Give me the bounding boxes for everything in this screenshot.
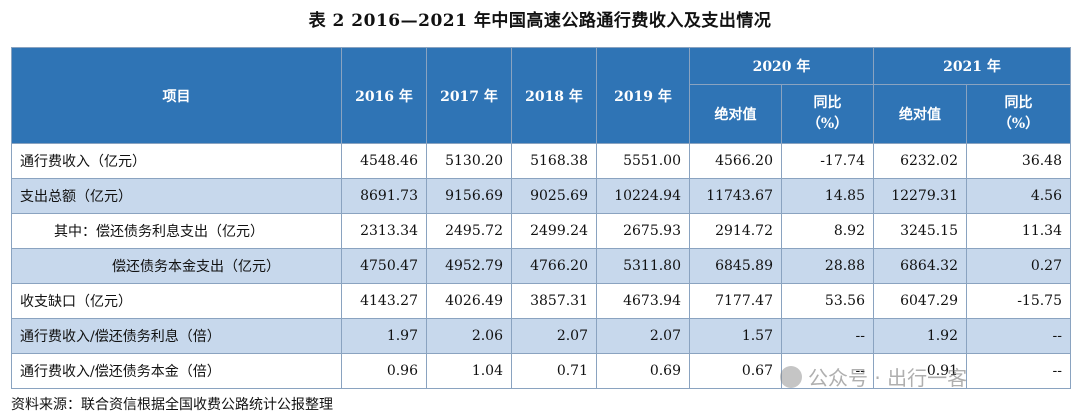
- cell: 11.34: [966, 213, 1071, 249]
- cell: 4952.79: [426, 248, 512, 284]
- row-label: 偿还债务本金支出（亿元）: [11, 248, 342, 284]
- cell: --: [966, 318, 1071, 354]
- toll-revenue-table: 项目 2016 年 2017 年 2018 年 2019 年 2020 年 20…: [11, 47, 1071, 389]
- table-row: 支出总额（亿元） 8691.73 9156.69 9025.69 10224.9…: [11, 178, 1071, 214]
- cell: 0.96: [341, 353, 427, 389]
- cell: 5551.00: [596, 143, 690, 179]
- table-row: 收支缺口（亿元） 4143.27 4026.49 3857.31 4673.94…: [11, 283, 1071, 319]
- cell: 5130.20: [426, 143, 512, 179]
- row-label: 通行费收入（亿元）: [11, 143, 342, 179]
- yoy-label: 同比: [1004, 95, 1033, 111]
- watermark-text: 公众号 · 出行一客: [808, 366, 968, 390]
- cell: 4026.49: [426, 283, 512, 319]
- cell: 7177.47: [689, 283, 782, 319]
- cell: 5168.38: [511, 143, 597, 179]
- cell: 3245.15: [873, 213, 967, 249]
- table-title: 表 2 2016—2021 年中国高速公路通行费收入及支出情况: [308, 11, 772, 31]
- header-2021-abs: 绝对值: [873, 84, 967, 144]
- cell: 28.88: [781, 248, 874, 284]
- source-note: 资料来源：联合资信根据全国收费公路统计公报整理: [11, 397, 333, 413]
- cell: 5311.80: [596, 248, 690, 284]
- table-row: 偿还债务本金支出（亿元） 4750.47 4952.79 4766.20 531…: [11, 248, 1071, 284]
- cell: 6047.29: [873, 283, 967, 319]
- cell: 4766.20: [511, 248, 597, 284]
- cell: 11743.67: [689, 178, 782, 214]
- cell: 0.67: [689, 353, 782, 389]
- table-row: 其中：偿还债务利息支出（亿元） 2313.34 2495.72 2499.24 …: [11, 213, 1071, 249]
- table-row: 通行费收入/偿还债务本金（倍） 0.96 1.04 0.71 0.69 0.67…: [11, 353, 1071, 389]
- cell: 0.69: [596, 353, 690, 389]
- cell: 36.48: [966, 143, 1071, 179]
- cell: 4.56: [966, 178, 1071, 214]
- cell: 2495.72: [426, 213, 512, 249]
- cell: 9156.69: [426, 178, 512, 214]
- cell: 1.04: [426, 353, 512, 389]
- cell: 0.27: [966, 248, 1071, 284]
- header-2017: 2017 年: [426, 47, 512, 144]
- cell: 53.56: [781, 283, 874, 319]
- cell: 12279.31: [873, 178, 967, 214]
- cell: 2.07: [596, 318, 690, 354]
- cell: 6864.32: [873, 248, 967, 284]
- cell: 2675.93: [596, 213, 690, 249]
- cell: --: [781, 318, 874, 354]
- header-item: 项目: [11, 47, 342, 144]
- yoy-unit: （%）: [806, 116, 849, 132]
- header-row-2: 绝对值 同比 （%） 绝对值 同比 （%）: [12, 84, 1071, 144]
- table-row: 通行费收入/偿还债务利息（倍） 1.97 2.06 2.07 2.07 1.57…: [11, 318, 1071, 354]
- cell: 14.85: [781, 178, 874, 214]
- cell: -15.75: [966, 283, 1071, 319]
- header-2021: 2021 年: [873, 47, 1071, 85]
- header-2020-abs: 绝对值: [689, 84, 782, 144]
- row-label: 收支缺口（亿元）: [11, 283, 342, 319]
- header-2016: 2016 年: [341, 47, 427, 144]
- cell: 1.92: [873, 318, 967, 354]
- cell: 0.71: [511, 353, 597, 389]
- cell: -17.74: [781, 143, 874, 179]
- header-2020: 2020 年: [689, 47, 874, 85]
- cell: 2313.34: [341, 213, 427, 249]
- cell: 8691.73: [341, 178, 427, 214]
- watermark: 公众号 · 出行一客: [780, 362, 967, 391]
- cell: 1.57: [689, 318, 782, 354]
- row-label: 支出总额（亿元）: [11, 178, 342, 214]
- header-2018: 2018 年: [511, 47, 597, 144]
- yoy-unit: （%）: [997, 116, 1040, 132]
- header-2020-yoy: 同比 （%）: [781, 84, 874, 144]
- cell: 0.91: [873, 353, 967, 389]
- cell: 6845.89: [689, 248, 782, 284]
- cell: 4673.94: [596, 283, 690, 319]
- row-label: 通行费收入/偿还债务本金（倍）: [11, 353, 342, 389]
- cell: 2.06: [426, 318, 512, 354]
- row-label: 通行费收入/偿还债务利息（倍）: [11, 318, 342, 354]
- cell: 2499.24: [511, 213, 597, 249]
- header-2019: 2019 年: [596, 47, 690, 144]
- table-row: 通行费收入（亿元） 4548.46 5130.20 5168.38 5551.0…: [11, 143, 1071, 179]
- yoy-label: 同比: [813, 95, 842, 111]
- header-2021-yoy: 同比 （%）: [966, 84, 1071, 144]
- cell: 6232.02: [873, 143, 967, 179]
- cell: 2.07: [511, 318, 597, 354]
- row-label: 其中：偿还债务利息支出（亿元）: [11, 213, 342, 249]
- cell: 3857.31: [511, 283, 597, 319]
- cell: 8.92: [781, 213, 874, 249]
- cell: 4750.47: [341, 248, 427, 284]
- cell: 4143.27: [341, 283, 427, 319]
- cell: 4548.46: [341, 143, 427, 179]
- cell: --: [966, 353, 1071, 389]
- cell: 2914.72: [689, 213, 782, 249]
- cell: 9025.69: [511, 178, 597, 214]
- wechat-icon: [780, 366, 802, 388]
- header-row-1: 项目 2016 年 2017 年 2018 年 2019 年 2020 年 20…: [11, 47, 1071, 144]
- cell: 4566.20: [689, 143, 782, 179]
- cell: 1.97: [341, 318, 427, 354]
- cell: 10224.94: [596, 178, 690, 214]
